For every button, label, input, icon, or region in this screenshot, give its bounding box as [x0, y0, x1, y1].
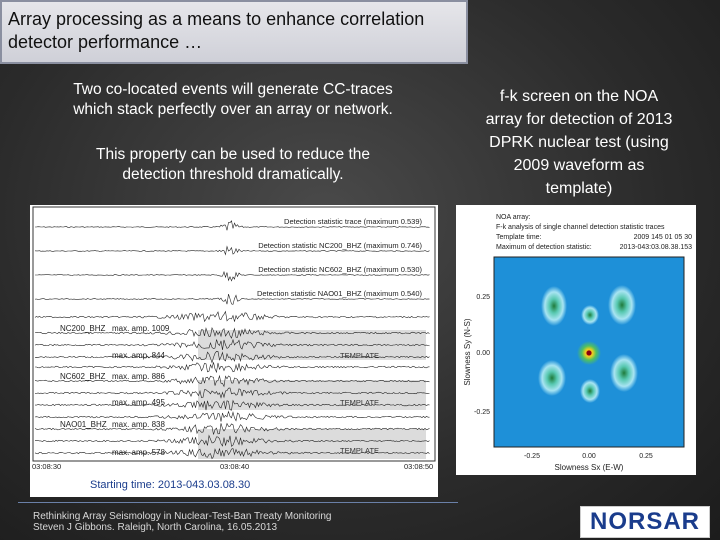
- left-caption-line-1: Two co-located events will generate CC-t…: [73, 81, 393, 98]
- footer-line-1: Rethinking Array Seismology in Nuclear-T…: [33, 511, 332, 522]
- left-caption-line-3: This property can be used to reduce the: [96, 146, 370, 163]
- norsar-logo: NORSAR: [580, 506, 710, 538]
- fk-blob: [608, 285, 636, 325]
- fk-header-1: NOA array:: [496, 214, 531, 221]
- waveform-trace: [34, 422, 430, 435]
- waveform-trace: [34, 448, 430, 460]
- starting-time: Starting time: 2013-043.03.08.30: [90, 479, 250, 491]
- fk-xtick-2: 0.00: [582, 453, 596, 460]
- fk-header-3-value: 2009 145 01 05 30: [634, 234, 692, 241]
- fk-blob: [610, 354, 638, 392]
- template-label-3: TEMPLATE: [340, 446, 379, 455]
- waveform-trace: [35, 434, 430, 447]
- station-amp-2: max. amp. 886: [112, 372, 165, 381]
- det-label-1: Detection statistic trace (maximum 0.539…: [284, 217, 422, 226]
- footer: Rethinking Array Seismology in Nuclear-T…: [33, 511, 331, 533]
- fk-blob: [538, 360, 566, 396]
- detection-statistic-trace: [34, 245, 430, 256]
- waveform-traces: [34, 220, 430, 460]
- waveform-trace: [34, 326, 430, 339]
- template-amp-2: max. amp. 495: [112, 398, 165, 407]
- title-line-2: detector performance …: [8, 32, 203, 52]
- fk-figure: NOA array: F-k analysis of single channe…: [456, 205, 696, 475]
- slide-title: Array processing as a means to enhance c…: [0, 0, 468, 64]
- right-caption: f-k screen on the NOA array for detectio…: [448, 85, 710, 200]
- footer-divider: [18, 502, 458, 503]
- fk-xtick-1: -0.25: [524, 453, 540, 460]
- station-amp-1: max. amp. 1009: [112, 324, 170, 333]
- footer-line-2: Steven J Gibbons. Raleigh, North Carolin…: [33, 522, 278, 533]
- template-box-3: [198, 429, 426, 459]
- logo-text: NORSAR: [589, 508, 700, 535]
- fk-xtick-3: 0.25: [639, 453, 653, 460]
- fk-blob: [581, 305, 599, 325]
- template-box-1: [198, 330, 426, 360]
- time-tick-3: 03:08:50: [404, 462, 433, 471]
- fk-xlabel: Slowness Sx (E-W): [555, 463, 624, 472]
- template-label-1: TEMPLATE: [340, 351, 379, 360]
- left-caption-top: Two co-located events will generate CC-t…: [28, 80, 438, 120]
- station-amp-3: max. amp. 838: [112, 420, 165, 429]
- fk-blobs: [538, 285, 638, 403]
- waveform-trace: [34, 410, 430, 422]
- detection-statistic-trace: [34, 294, 430, 305]
- detection-statistic-trace: [35, 270, 430, 282]
- fk-header-4: Maximum of detection statistic:: [496, 244, 592, 251]
- fk-ytick-3: -0.25: [474, 409, 490, 416]
- det-label-2: Detection statistic NC200_BHZ (maximum 0…: [258, 241, 422, 250]
- detection-statistic-trace: [35, 220, 430, 231]
- left-caption-line-4: detection threshold dramatically.: [122, 166, 344, 183]
- template-amp-1: max. amp. 844: [112, 351, 165, 360]
- fk-svg: NOA array: F-k analysis of single channe…: [463, 214, 693, 472]
- left-caption-bottom: This property can be used to reduce the …: [28, 145, 438, 185]
- waveform-trace: [34, 310, 430, 323]
- right-caption-line-2: array for detection of 2013: [485, 111, 673, 128]
- fk-header-4-value: 2013-043:03.08.38.153: [620, 244, 693, 251]
- time-tick-2: 03:08:40: [220, 462, 249, 471]
- right-caption-line-5: template): [545, 180, 613, 197]
- template-label-2: TEMPLATE: [340, 398, 379, 407]
- fk-header-2: F-k analysis of single channel detection…: [496, 224, 665, 231]
- fk-ytick-2: 0.00: [476, 350, 490, 357]
- waveform-frame: [32, 206, 436, 462]
- waveform-trace: [35, 362, 430, 374]
- station-name-1: NC200_BHZ: [60, 324, 105, 333]
- det-label-3: Detection statistic NC602_BHZ (maximum 0…: [258, 265, 422, 274]
- fk-peak-marker: [586, 350, 592, 356]
- fk-blob: [541, 286, 567, 326]
- left-caption-line-2: which stack perfectly over an array or n…: [73, 101, 393, 118]
- right-caption-line-3: DPRK nuclear test (using: [489, 134, 669, 151]
- waveform-trace: [34, 338, 430, 350]
- waveform-trace: [34, 387, 430, 399]
- title-line-1: Array processing as a means to enhance c…: [8, 9, 425, 29]
- waveform-trace: [35, 399, 430, 411]
- station-name-3: NAO01_BHZ: [60, 420, 107, 429]
- template-amp-3: max. amp. 578: [112, 448, 165, 457]
- fk-header-3: Template time:: [496, 234, 542, 241]
- time-tick-1: 03:08:30: [32, 462, 61, 471]
- fk-blob: [580, 379, 600, 403]
- fk-ytick-1: 0.25: [476, 294, 490, 301]
- det-label-4: Detection statistic NAO01_BHZ (maximum 0…: [257, 289, 423, 298]
- waveform-svg: Detection statistic trace (maximum 0.539…: [30, 205, 438, 497]
- station-name-2: NC602_BHZ: [60, 372, 105, 381]
- right-caption-line-1: f-k screen on the NOA: [499, 88, 659, 105]
- waveform-trace: [34, 374, 430, 388]
- waveform-figure: Detection statistic trace (maximum 0.539…: [30, 205, 438, 497]
- waveform-trace: [34, 350, 430, 364]
- right-caption-line-4: 2009 waveform as: [513, 157, 645, 174]
- fk-ylabel: Slowness Sy (N-S): [463, 318, 472, 385]
